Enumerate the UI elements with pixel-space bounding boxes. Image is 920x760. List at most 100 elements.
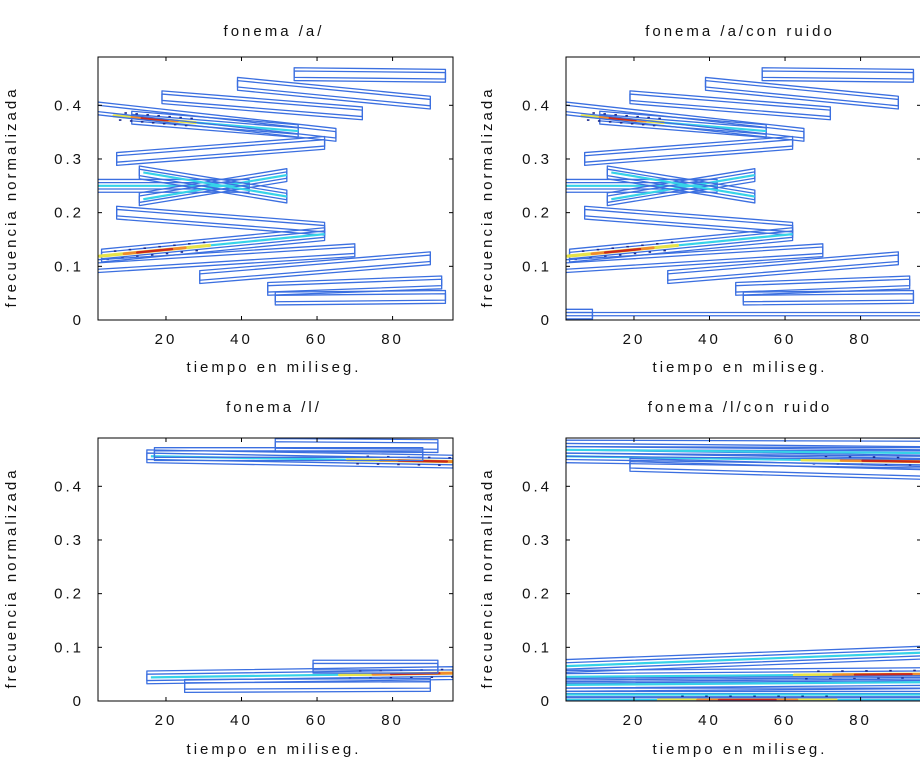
contour-line [293, 67, 447, 83]
contour-speck [389, 676, 393, 679]
contour-speck [430, 676, 434, 679]
contour-speck [469, 457, 472, 459]
contour-line [566, 315, 920, 317]
contour-speck [597, 120, 601, 122]
contour-speck [358, 669, 362, 672]
x-tick-label: 40 [698, 331, 721, 348]
contour-ridge [274, 289, 447, 306]
x-tick-label: 80 [849, 712, 872, 729]
contour-speck [417, 463, 421, 466]
plot-frame [97, 437, 454, 702]
y-tick-label: 0.3 [54, 151, 84, 168]
contour-speck [146, 114, 149, 116]
x-tick-label: 80 [849, 331, 872, 348]
contour-speck [124, 112, 127, 114]
contour-speck [641, 123, 645, 126]
x-axis-label: tiempo en miliseg. [187, 741, 362, 758]
contour-line [146, 669, 453, 682]
contour-speck [190, 117, 193, 120]
contour-ridge [566, 227, 794, 263]
contour-ridge [566, 687, 920, 701]
plot-frame [565, 437, 920, 702]
chart-title: fonema /a/ [224, 23, 325, 40]
x-tick-label: 80 [381, 712, 404, 729]
contour-speck [801, 695, 804, 698]
contour-line [566, 311, 920, 314]
contour-speck [448, 457, 451, 459]
contour-speck [670, 241, 674, 244]
contour-line [161, 93, 364, 118]
contour-line [566, 243, 824, 274]
y-axis-label: frecuencia normalizada [479, 467, 496, 688]
contour-ridge [761, 67, 915, 83]
contour-speck [489, 458, 492, 460]
y-tick-label: 0 [541, 312, 552, 329]
contour-line [735, 278, 911, 293]
contour-line [606, 168, 756, 201]
contour-ridge [566, 675, 920, 692]
contour-speck [168, 115, 171, 118]
contour-speck [848, 456, 852, 458]
contour-speck [596, 248, 600, 251]
contour-speck [440, 668, 444, 671]
y-tick-label: 0.4 [54, 478, 84, 495]
contour-line [566, 448, 920, 455]
contour-line [293, 70, 447, 80]
contour-line [584, 208, 794, 233]
contour-speck [647, 116, 650, 119]
contour-speck [173, 244, 176, 247]
contour-ridge [606, 165, 756, 204]
contour-ridge [566, 667, 920, 684]
contour-line [98, 181, 250, 190]
contour-peak [861, 459, 920, 463]
contour-ridge [138, 168, 288, 207]
contour-line [742, 293, 915, 303]
contour-ridge [183, 677, 431, 694]
contour-speck [626, 245, 629, 248]
contour-speck [366, 455, 370, 458]
contour-line [183, 681, 431, 690]
contour-line [566, 246, 824, 270]
contour-speck [633, 252, 637, 255]
contour-speck [884, 464, 888, 466]
plot-frame [97, 56, 454, 321]
contour-speck [135, 113, 138, 115]
contour-peak [136, 247, 174, 254]
contour-speck [129, 120, 133, 122]
contour-line [312, 662, 439, 671]
contour-speck [681, 695, 684, 698]
contour-ridge [116, 135, 326, 167]
contour-line [611, 173, 756, 201]
contour-ridge [704, 76, 899, 110]
contour-speck [908, 464, 912, 467]
y-tick-label: 0.1 [522, 639, 552, 656]
x-tick-label: 40 [230, 712, 253, 729]
y-tick-label: 0.1 [522, 258, 552, 275]
contour-line [667, 254, 899, 281]
contour-line [116, 135, 326, 167]
contour-speck [592, 112, 595, 114]
contour-speck [461, 668, 464, 670]
contour-speck [693, 703, 696, 705]
x-tick-label: 80 [381, 331, 404, 348]
contour-speck [789, 703, 792, 705]
x-tick-label: 20 [623, 712, 646, 729]
contour-speck [608, 121, 612, 123]
panel-fonema-a: fonema /a/ 20 40 60 80 0 0.1 0.2 0.3 0.4 tiempo … [3, 23, 454, 376]
contour-line [742, 289, 915, 306]
contour-speck [140, 121, 144, 123]
contour-line [566, 452, 920, 466]
contour-speck [184, 124, 188, 127]
contour-line [143, 173, 288, 201]
contour-speck [151, 121, 155, 124]
contour-speck [817, 670, 820, 673]
contour-speck [829, 677, 832, 680]
contour-line [611, 171, 756, 198]
contour-speck [717, 703, 720, 705]
contour-line [606, 171, 756, 204]
contour-speck [901, 677, 904, 679]
contour-speck [113, 250, 117, 252]
x-tick-label: 60 [774, 712, 797, 729]
contour-ridge [274, 438, 439, 454]
